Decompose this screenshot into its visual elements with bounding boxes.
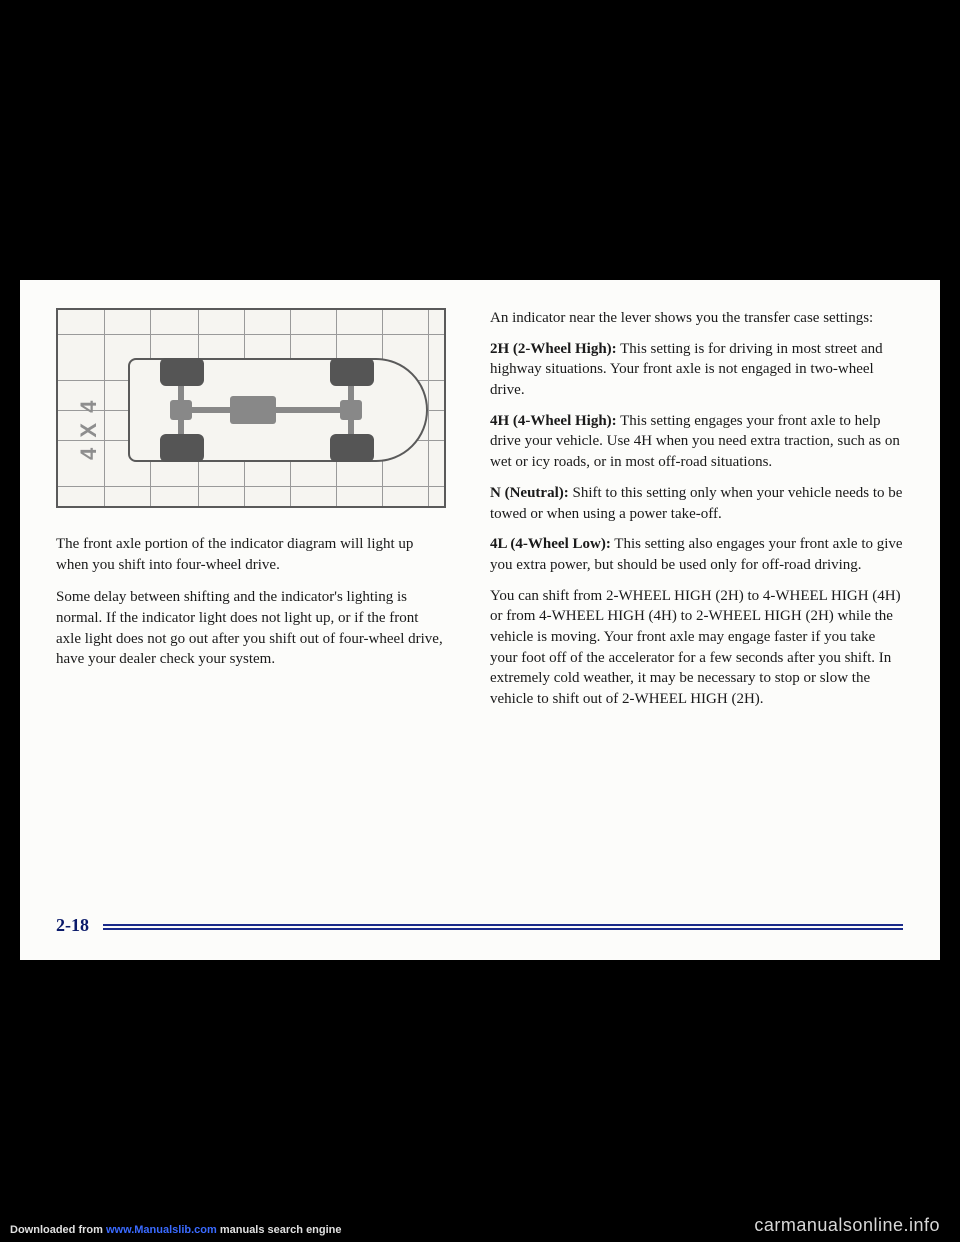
setting-2h: 2H (2-Wheel High): This setting is for d…	[490, 339, 904, 401]
wheel-icon	[160, 358, 204, 386]
page-footer: 2-18	[56, 915, 904, 936]
wheel-icon	[330, 434, 374, 462]
closing-text: You can shift from 2-WHEEL HIGH (2H) to …	[490, 586, 904, 710]
setting-n: N (Neutral): Shift to this setting only …	[490, 483, 904, 524]
left-para-1: The front axle portion of the indicator …	[56, 534, 446, 575]
wheel-icon	[330, 358, 374, 386]
right-column: An indicator near the lever shows you th…	[490, 308, 904, 720]
download-prefix: Downloaded from	[10, 1224, 106, 1236]
rear-diff-icon	[340, 400, 362, 420]
transfer-case-icon	[230, 396, 276, 424]
setting-2h-lead: 2H (2-Wheel High):	[490, 341, 617, 357]
setting-4l-lead: 4L (4-Wheel Low):	[490, 536, 611, 552]
indicator-diagram: 4 X 4	[56, 308, 446, 508]
footer-rule	[103, 924, 903, 930]
left-para-2: Some delay between shifting and the indi…	[56, 587, 446, 670]
content-columns: 4 X 4 The front	[56, 308, 904, 720]
download-link[interactable]: www.Manualslib.com	[106, 1224, 217, 1236]
download-suffix: manuals search engine	[217, 1224, 342, 1236]
car-outline-icon	[128, 358, 428, 462]
grid-line	[428, 310, 429, 506]
manual-page: 4 X 4 The front	[20, 280, 940, 960]
left-column: 4 X 4 The front	[56, 308, 446, 720]
setting-4l: 4L (4-Wheel Low): This setting also enga…	[490, 534, 904, 575]
front-diff-icon	[170, 400, 192, 420]
grid-line	[58, 486, 444, 487]
setting-4h-lead: 4H (4-Wheel High):	[490, 413, 617, 429]
grid-line	[58, 334, 444, 335]
wheel-icon	[160, 434, 204, 462]
intro-text: An indicator near the lever shows you th…	[490, 308, 904, 329]
setting-n-lead: N (Neutral):	[490, 485, 569, 501]
setting-4h: 4H (4-Wheel High): This setting engages …	[490, 411, 904, 473]
page-number: 2-18	[56, 915, 89, 936]
watermark: carmanualsonline.info	[754, 1215, 940, 1236]
grid-line	[104, 310, 105, 506]
download-attribution: Downloaded from www.Manualslib.com manua…	[10, 1224, 342, 1236]
diagram-label: 4 X 4	[76, 399, 102, 460]
